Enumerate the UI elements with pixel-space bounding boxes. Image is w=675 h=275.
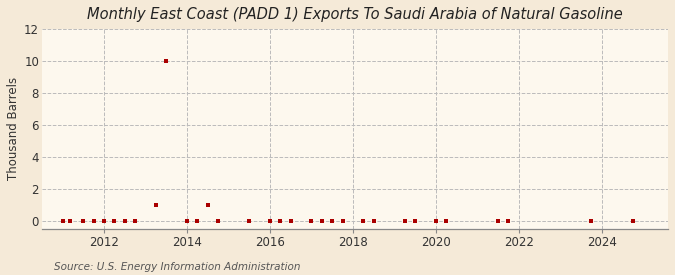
Point (182, 219, 192, 223)
Point (151, 203, 161, 207)
Point (130, 219, 140, 223)
Point (161, 59, 171, 63)
Point (337, 219, 348, 223)
Point (213, 219, 223, 223)
Point (244, 219, 254, 223)
Y-axis label: Thousand Barrels: Thousand Barrels (7, 77, 20, 180)
Point (57, 219, 68, 223)
Point (192, 219, 202, 223)
Point (317, 219, 327, 223)
Point (64, 219, 75, 223)
Point (286, 219, 296, 223)
Point (265, 219, 275, 223)
Point (627, 219, 638, 223)
Point (431, 219, 441, 223)
Point (78, 219, 88, 223)
Text: Source: U.S. Energy Information Administration: Source: U.S. Energy Information Administ… (54, 262, 300, 272)
Point (410, 219, 421, 223)
Point (306, 219, 317, 223)
Point (327, 219, 338, 223)
Point (202, 203, 213, 207)
Point (358, 219, 369, 223)
Point (369, 219, 379, 223)
Point (441, 219, 452, 223)
Title: Monthly East Coast (PADD 1) Exports To Saudi Arabia of Natural Gasoline: Monthly East Coast (PADD 1) Exports To S… (87, 7, 623, 22)
Point (400, 219, 410, 223)
Point (119, 219, 130, 223)
Point (503, 219, 514, 223)
Point (88, 219, 99, 223)
Point (99, 219, 109, 223)
Point (586, 219, 597, 223)
Point (109, 219, 120, 223)
Point (493, 219, 504, 223)
Point (275, 219, 286, 223)
